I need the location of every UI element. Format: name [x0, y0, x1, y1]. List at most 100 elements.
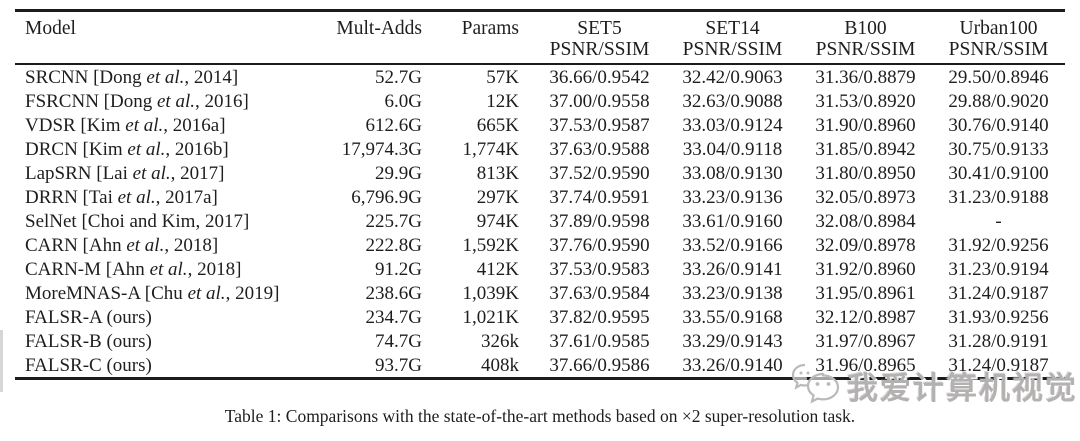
value-cell: 31.53/0.8920: [815, 91, 916, 112]
table-row: LapSRN [Lai et al., 2017] 29.9G 813K 37.52/…: [15, 162, 1065, 186]
value-cell: 222.8G: [365, 235, 422, 256]
table-row: SRCNN [Dong et al., 2014] 52.7G 57K 36.66/0…: [15, 66, 1065, 90]
value-cell: 37.82/0.9595: [549, 307, 650, 328]
value-cell: 33.26/0.9141: [682, 259, 783, 280]
value-cell: 33.23/0.9136: [682, 187, 783, 208]
value-cell: 37.52/0.9590: [549, 163, 650, 184]
value-cell: 31.90/0.8960: [815, 115, 916, 136]
value-cell: 1,774K: [462, 139, 519, 160]
model-cell: CARN-M [Ahn et al., 2018]: [25, 259, 242, 280]
table-top-rule: [15, 9, 1065, 12]
model-cell: FALSR-B (ours): [25, 331, 152, 352]
value-cell: 37.53/0.9583: [549, 259, 650, 280]
table-header-rule: [15, 63, 1065, 65]
column-header-mult-adds: Mult-Adds: [336, 18, 422, 39]
value-cell: 31.92/0.9256: [948, 235, 1049, 256]
model-cell: FALSR-A (ours): [25, 307, 152, 328]
value-cell: 29.50/0.8946: [948, 67, 1049, 88]
value-cell: 31.23/0.9194: [948, 259, 1049, 280]
value-cell: 408k: [481, 355, 519, 376]
value-cell: 31.92/0.8960: [815, 259, 916, 280]
value-cell: 234.7G: [365, 307, 422, 328]
column-header-params: Params: [461, 18, 519, 39]
value-cell: 37.76/0.9590: [549, 235, 650, 256]
table-bottom-rule: [15, 377, 1065, 380]
value-cell: 6.0G: [384, 91, 422, 112]
header-row: Model Mult-Adds Params SET5 PSNR/SSIM SET14 PS…: [15, 12, 1065, 66]
value-cell: 30.75/0.9133: [948, 139, 1049, 160]
value-cell: 813K: [476, 163, 519, 184]
value-cell: 37.53/0.9587: [549, 115, 650, 136]
value-cell: 31.23/0.9188: [948, 187, 1049, 208]
value-cell: 326k: [481, 331, 519, 352]
value-cell: 31.93/0.9256: [948, 307, 1049, 328]
column-header-set5: SET5 PSNR/SSIM: [549, 18, 650, 60]
value-cell: 33.23/0.9138: [682, 283, 783, 304]
model-cell: SRCNN [Dong et al., 2014]: [25, 67, 239, 88]
model-cell: MoreMNAS-A [Chu et al., 2019]: [25, 283, 280, 304]
value-cell: 33.08/0.9130: [682, 163, 783, 184]
value-cell: 32.42/0.9063: [682, 67, 783, 88]
value-cell: 31.28/0.9191: [948, 331, 1049, 352]
value-cell: 31.24/0.9187: [948, 283, 1049, 304]
value-cell: 93.7G: [375, 355, 422, 376]
value-cell: 32.09/0.8978: [815, 235, 916, 256]
value-cell: 57K: [486, 67, 519, 88]
column-header-urban100: Urban100 PSNR/SSIM: [948, 18, 1049, 60]
value-cell: 1,592K: [462, 235, 519, 256]
value-cell: 32.05/0.8973: [815, 187, 916, 208]
value-cell: 33.26/0.9140: [682, 355, 783, 376]
value-cell: 37.89/0.9598: [549, 211, 650, 232]
value-cell: 32.12/0.8987: [815, 307, 916, 328]
value-cell: 612.6G: [365, 115, 422, 136]
value-cell: 33.61/0.9160: [682, 211, 783, 232]
value-cell: 30.41/0.9100: [948, 163, 1049, 184]
value-cell: 974K: [476, 211, 519, 232]
table-caption: Table 1: Comparisons with the state-of-t…: [224, 406, 856, 426]
value-cell: 52.7G: [375, 67, 422, 88]
value-cell: 31.95/0.8961: [815, 283, 916, 304]
value-cell: 6,796.9G: [351, 187, 422, 208]
value-cell: 37.63/0.9584: [549, 283, 650, 304]
model-cell: VDSR [Kim et al., 2016a]: [25, 115, 226, 136]
column-header-set14: SET14 PSNR/SSIM: [682, 18, 783, 60]
value-cell: 31.24/0.9187: [948, 355, 1049, 376]
value-cell: 17,974.3G: [341, 139, 422, 160]
value-cell: 32.63/0.9088: [682, 91, 783, 112]
column-header-model: Model: [25, 18, 76, 39]
table-row: DRCN [Kim et al., 2016b] 17,974.3G 1,774K 3…: [15, 138, 1065, 162]
value-cell: 412K: [476, 259, 519, 280]
model-cell: FSRCNN [Dong et al., 2016]: [25, 91, 249, 112]
value-cell: 33.52/0.9166: [682, 235, 783, 256]
value-cell: 1,021K: [462, 307, 519, 328]
value-cell: 74.7G: [375, 331, 422, 352]
value-cell: 238.6G: [365, 283, 422, 304]
value-cell: 297K: [476, 187, 519, 208]
value-cell: 30.76/0.9140: [948, 115, 1049, 136]
value-cell: 37.66/0.9586: [549, 355, 650, 376]
table-row: MoreMNAS-A [Chu et al., 2019] 238.6G 1,039…: [15, 282, 1065, 306]
table-row: CARN [Ahn et al., 2018] 222.8G 1,592K 37.76…: [15, 234, 1065, 258]
table-row: VDSR [Kim et al., 2016a] 612.6G 665K 37.53/…: [15, 114, 1065, 138]
model-cell: DRRN [Tai et al., 2017a]: [25, 187, 218, 208]
table-row: FALSR-B (ours) 74.7G 326k 37.61/0.9585 33.29…: [15, 330, 1065, 354]
scan-artifact-line: [0, 330, 3, 392]
value-cell: 31.97/0.8967: [815, 331, 916, 352]
value-cell: 37.63/0.9588: [549, 139, 650, 160]
table-header: Model Mult-Adds Params SET5 PSNR/SSIM SET14 PS…: [15, 12, 1065, 66]
table-row: CARN-M [Ahn et al., 2018] 91.2G 412K 37.53/…: [15, 258, 1065, 282]
table-row: DRRN [Tai et al., 2017a] 6,796.9G 297K 37.7…: [15, 186, 1065, 210]
value-cell: 29.9G: [375, 163, 422, 184]
value-cell: 665K: [476, 115, 519, 136]
value-cell: 33.29/0.9143: [682, 331, 783, 352]
results-table: Model Mult-Adds Params SET5 PSNR/SSIM SET14 PS…: [15, 12, 1065, 378]
value-cell: 31.85/0.8942: [815, 139, 916, 160]
value-cell: 91.2G: [375, 259, 422, 280]
model-cell: LapSRN [Lai et al., 2017]: [25, 163, 225, 184]
value-cell: 29.88/0.9020: [948, 91, 1049, 112]
table-body: SRCNN [Dong et al., 2014] 52.7G 57K 36.66/0…: [15, 66, 1065, 378]
value-cell: -: [995, 211, 1002, 232]
model-cell: FALSR-C (ours): [25, 355, 152, 376]
value-cell: 36.66/0.9542: [549, 67, 650, 88]
value-cell: 32.08/0.8984: [815, 211, 916, 232]
